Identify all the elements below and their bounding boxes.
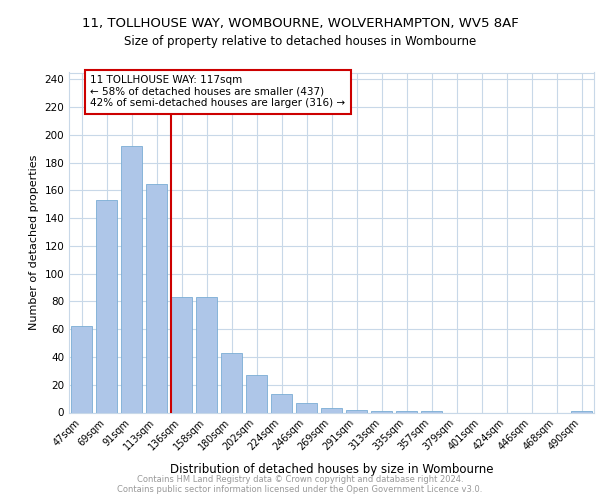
X-axis label: Distribution of detached houses by size in Wombourne: Distribution of detached houses by size … [170, 464, 493, 476]
Bar [146, 184, 167, 412]
Bar [371, 411, 392, 412]
Text: 11, TOLLHOUSE WAY, WOMBOURNE, WOLVERHAMPTON, WV5 8AF: 11, TOLLHOUSE WAY, WOMBOURNE, WOLVERHAMP… [82, 18, 518, 30]
Bar [571, 411, 592, 412]
Bar [196, 298, 217, 412]
Bar [271, 394, 292, 412]
Bar [346, 410, 367, 412]
Bar [121, 146, 142, 412]
Bar [96, 200, 117, 412]
Bar [71, 326, 92, 412]
Text: Contains HM Land Registry data © Crown copyright and database right 2024.
Contai: Contains HM Land Registry data © Crown c… [118, 474, 482, 494]
Text: 11 TOLLHOUSE WAY: 117sqm
← 58% of detached houses are smaller (437)
42% of semi-: 11 TOLLHOUSE WAY: 117sqm ← 58% of detach… [90, 76, 346, 108]
Text: Size of property relative to detached houses in Wombourne: Size of property relative to detached ho… [124, 35, 476, 48]
Bar [171, 298, 192, 412]
Bar [396, 411, 417, 412]
Y-axis label: Number of detached properties: Number of detached properties [29, 155, 39, 330]
Bar [296, 403, 317, 412]
Bar [421, 411, 442, 412]
Bar [246, 375, 267, 412]
Bar [321, 408, 342, 412]
Bar [221, 353, 242, 412]
